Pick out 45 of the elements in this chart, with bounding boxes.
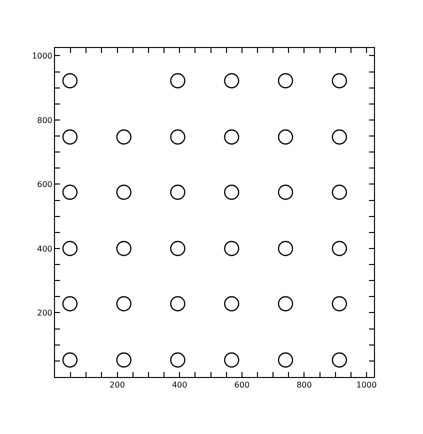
point (170, 296, 186, 312)
x-tick-label: 1000 (356, 380, 377, 390)
point (224, 352, 240, 368)
y-tick-label: 600 (37, 180, 52, 190)
x-tick-label: 800 (296, 380, 312, 390)
point (170, 240, 186, 256)
point (116, 129, 132, 145)
x-tick-label: 600 (234, 380, 250, 390)
point (332, 240, 348, 256)
point (332, 73, 348, 88)
point (278, 296, 294, 312)
point (62, 296, 78, 312)
point (62, 184, 78, 200)
point (278, 240, 294, 256)
point (116, 184, 132, 200)
point (62, 352, 78, 368)
y-tick-label: 200 (37, 308, 52, 318)
point (278, 129, 294, 145)
point (278, 352, 294, 368)
point (116, 240, 132, 256)
point (62, 73, 78, 88)
point (170, 352, 186, 368)
point (332, 129, 348, 145)
y-tick-label: 1000 (32, 52, 52, 61)
point (116, 296, 132, 312)
point (278, 184, 294, 200)
point (332, 296, 348, 312)
point (224, 240, 240, 256)
y-tick-label: 400 (37, 244, 52, 254)
x-tick-label: 400 (172, 380, 188, 390)
point (116, 352, 132, 368)
point (224, 129, 240, 145)
point (62, 240, 78, 256)
point (278, 73, 294, 88)
point (332, 352, 348, 368)
point (170, 129, 186, 145)
point (224, 296, 240, 312)
point (170, 184, 186, 200)
y-tick-label: 800 (37, 116, 52, 125)
x-tick-label: 200 (110, 380, 125, 390)
point (224, 73, 240, 88)
point (224, 184, 240, 200)
point (62, 129, 78, 145)
point (170, 73, 186, 88)
point (332, 184, 348, 200)
